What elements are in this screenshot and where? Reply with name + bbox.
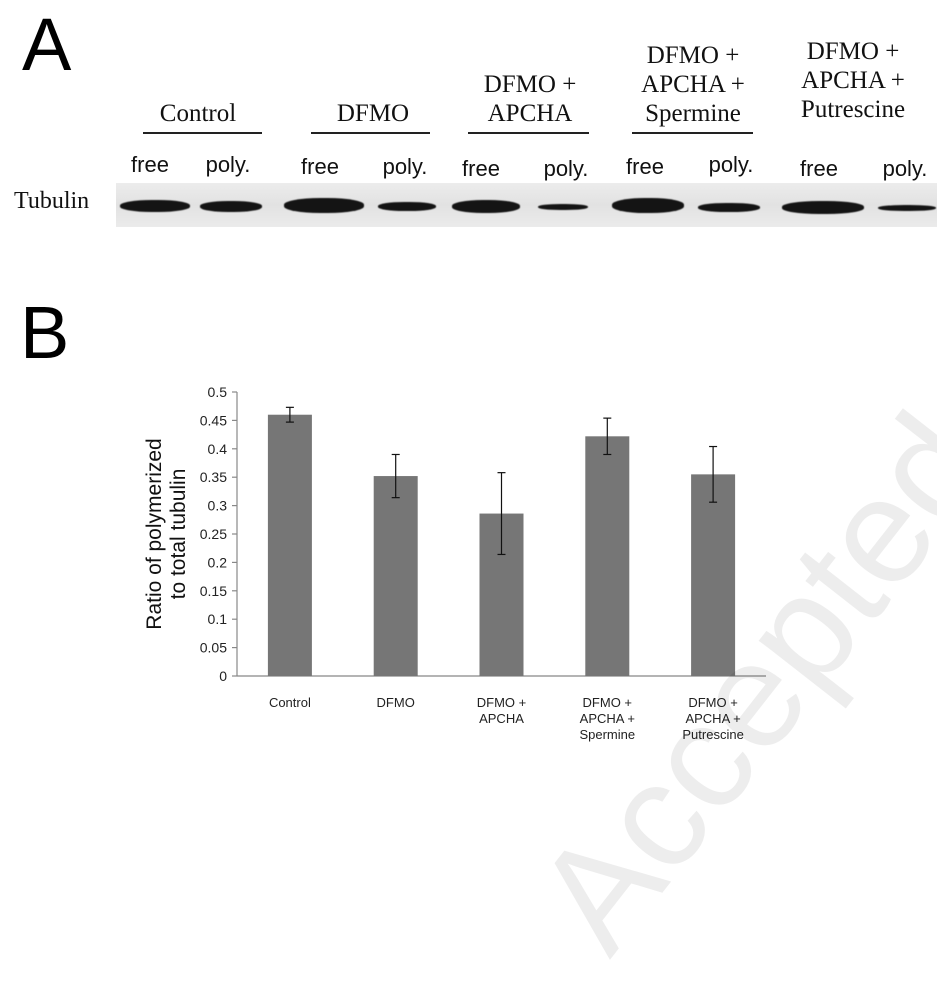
blot-band [878, 205, 936, 211]
lane-label: free [131, 152, 169, 177]
blot-band [538, 204, 588, 210]
y-tick-label: 0.45 [200, 412, 227, 428]
bar [585, 436, 630, 676]
y-tick-label: 0.5 [208, 384, 228, 400]
western-blot-strip [116, 183, 937, 227]
blot-band [284, 198, 364, 213]
error-bar [497, 472, 506, 556]
blot-band [782, 201, 864, 214]
group-header: DFMO + APCHA + Spermine [613, 41, 773, 128]
y-tick-label: 0.4 [208, 441, 228, 457]
y-tick-label: 0 [219, 668, 227, 684]
group-header-line: Putrescine [800, 96, 906, 123]
y-tick-label: 0.05 [200, 640, 227, 656]
lane-label: poly. [882, 156, 928, 181]
blot-band [698, 203, 760, 212]
group-underline [632, 132, 753, 134]
group-header-line: Control [159, 100, 237, 127]
error-bar [285, 406, 294, 423]
x-tick-label: DFMO + APCHA + Putrescine [682, 695, 743, 742]
y-tick-label: 0.2 [208, 554, 228, 570]
group-header: DFMO + APCHA + Putrescine [773, 37, 933, 124]
x-tick-label: Control [269, 695, 311, 710]
y-axis-title-line: to total tubulin [167, 469, 190, 600]
blot-band [612, 198, 684, 213]
error-bar [709, 445, 718, 503]
y-tick-label: 0.25 [200, 526, 227, 542]
group-header-line: APCHA + [641, 71, 745, 98]
svg-text:Ratio of polymerizedto total t: Ratio of polymerizedto total tubulin [143, 438, 190, 629]
error-bar [391, 453, 400, 499]
x-tick-label: DFMO + APCHA [477, 695, 526, 726]
lane-label: poly. [543, 156, 589, 181]
group-header: DFMO [293, 99, 453, 128]
blot-row-label: Tubulin [14, 188, 90, 214]
group-header-line: APCHA + [801, 67, 905, 94]
x-tick-label: DFMO [377, 695, 415, 710]
lane-label: free [626, 154, 664, 179]
lane-label: poly. [205, 152, 251, 177]
group-header: Control [118, 99, 278, 128]
lane-label: poly. [708, 152, 754, 177]
group-header-line: Spermine [645, 100, 741, 127]
y-axis-title-line: Ratio of polymerized [143, 438, 166, 629]
bar [267, 414, 312, 676]
group-underline [311, 132, 430, 134]
y-tick-label: 0.15 [200, 583, 227, 599]
x-tick-label: DFMO + APCHA + Spermine [579, 695, 635, 742]
lane-label: free [462, 156, 500, 181]
group-header-line: DFMO [336, 100, 410, 127]
blot-band [452, 200, 520, 213]
lane-label: poly. [382, 154, 428, 179]
group-header-line: DFMO + [483, 71, 577, 98]
panel-a-letter: A [22, 3, 72, 86]
bar [373, 476, 418, 676]
bar [691, 474, 736, 676]
group-header-line: DFMO + [646, 42, 740, 69]
y-tick-label: 0.1 [208, 611, 228, 627]
y-tick-label: 0.3 [208, 498, 228, 514]
group-header-line: DFMO + [806, 38, 900, 65]
y-tick-label: 0.35 [200, 469, 227, 485]
group-underline [143, 132, 262, 134]
blot-band [120, 200, 190, 212]
panel-b-letter: B [20, 291, 70, 374]
error-bar [603, 417, 612, 456]
group-header-line: APCHA [487, 100, 573, 127]
lane-label: free [800, 156, 838, 181]
lane-label: free [301, 154, 339, 179]
bar-chart: Ratio of polymerizedto total tubulin 0 0.… [143, 384, 766, 742]
blot-band [378, 202, 436, 211]
y-axis-title: Ratio of polymerizedto total tubulin [143, 438, 190, 629]
group-header: DFMO + APCHA [450, 70, 610, 128]
blot-band [200, 201, 262, 212]
group-underline [468, 132, 589, 134]
